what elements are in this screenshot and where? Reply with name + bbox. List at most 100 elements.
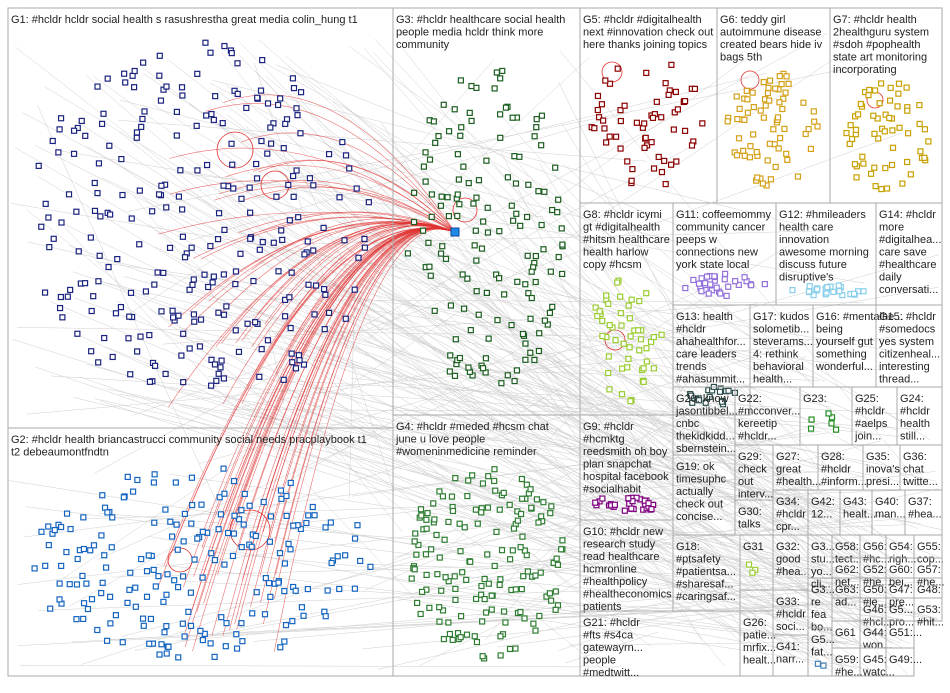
- node: [621, 507, 628, 514]
- node: [162, 506, 169, 513]
- node: [75, 248, 82, 255]
- node: [531, 356, 538, 364]
- node: [882, 111, 889, 118]
- node: [538, 112, 546, 119]
- node: [240, 521, 247, 528]
- node: [653, 98, 660, 105]
- group-label: copy #hcsm: [583, 259, 642, 271]
- node: [238, 507, 245, 514]
- node: [457, 548, 464, 555]
- node: [312, 282, 320, 289]
- node: [459, 569, 466, 576]
- node: [860, 288, 867, 295]
- node: [673, 158, 680, 165]
- group-label: #ptsafety: [676, 554, 721, 566]
- node: [94, 189, 101, 197]
- node: [160, 269, 167, 276]
- node: [105, 263, 112, 271]
- node: [300, 612, 307, 619]
- node: [624, 364, 631, 371]
- node: [139, 115, 146, 123]
- node: [422, 178, 429, 185]
- edge: [217, 299, 864, 304]
- node: [428, 546, 435, 553]
- node: [219, 120, 226, 127]
- edge: [539, 294, 603, 324]
- node: [606, 80, 614, 87]
- node: [325, 151, 333, 158]
- group-label: 12...: [811, 509, 832, 521]
- node: [894, 103, 901, 110]
- node: [419, 227, 427, 234]
- node: [216, 494, 223, 501]
- group-label: G8: #hcldr icymi: [583, 209, 662, 221]
- edge: [325, 170, 888, 557]
- node: [196, 343, 204, 350]
- node: [618, 391, 626, 398]
- node: [237, 250, 244, 257]
- edge: [204, 165, 802, 617]
- node: [629, 166, 636, 173]
- node: [320, 285, 328, 293]
- node: [267, 140, 275, 147]
- node: [508, 202, 515, 209]
- edge: [526, 561, 600, 605]
- node: [552, 588, 559, 595]
- node: [747, 143, 754, 150]
- node: [292, 365, 300, 372]
- node: [445, 128, 453, 135]
- node: [142, 288, 150, 295]
- node: [233, 631, 240, 638]
- group-label: G12: #hmileaders: [779, 209, 866, 221]
- group-label: people media hcldr think more: [396, 27, 543, 39]
- node: [264, 150, 271, 157]
- node: [106, 142, 113, 149]
- group-label: cli...: [811, 579, 831, 591]
- group-label: #medtwitt...: [583, 667, 639, 679]
- edge: [394, 475, 865, 558]
- node: [921, 126, 929, 133]
- node: [355, 254, 362, 261]
- group-label: G27:: [776, 451, 800, 463]
- node: [415, 541, 422, 549]
- node: [191, 318, 198, 325]
- node: [274, 101, 282, 109]
- group-label: interv...: [738, 489, 773, 501]
- node: [238, 195, 245, 202]
- node: [327, 519, 334, 526]
- node: [626, 315, 633, 322]
- group-label: #digitalhea...: [879, 234, 941, 246]
- node: [151, 362, 159, 369]
- edge: [275, 64, 705, 236]
- node: [149, 208, 156, 215]
- group-label: bei...: [889, 577, 913, 589]
- node: [519, 533, 526, 540]
- node: [287, 546, 294, 553]
- node: [437, 202, 444, 209]
- node: [806, 283, 813, 290]
- node: [42, 562, 49, 569]
- node: [133, 134, 140, 141]
- node: [304, 585, 311, 593]
- node: [783, 73, 790, 80]
- node: [703, 273, 711, 280]
- node: [207, 242, 214, 250]
- node: [88, 348, 95, 355]
- group-label: behavioral: [753, 361, 804, 373]
- group-label: G24:: [900, 393, 924, 405]
- node: [283, 492, 290, 500]
- node: [215, 526, 222, 533]
- node: [230, 530, 238, 537]
- group-label: #sdoh #pophealth: [833, 39, 920, 51]
- group-label: watc...: [862, 667, 895, 679]
- group-label: G44:: [863, 627, 887, 639]
- node: [691, 85, 699, 92]
- node: [208, 382, 215, 389]
- node: [555, 196, 562, 203]
- node: [173, 108, 181, 116]
- node: [538, 142, 545, 149]
- node: [733, 93, 740, 100]
- node: [57, 293, 64, 301]
- node: [170, 314, 177, 321]
- node: [484, 504, 492, 511]
